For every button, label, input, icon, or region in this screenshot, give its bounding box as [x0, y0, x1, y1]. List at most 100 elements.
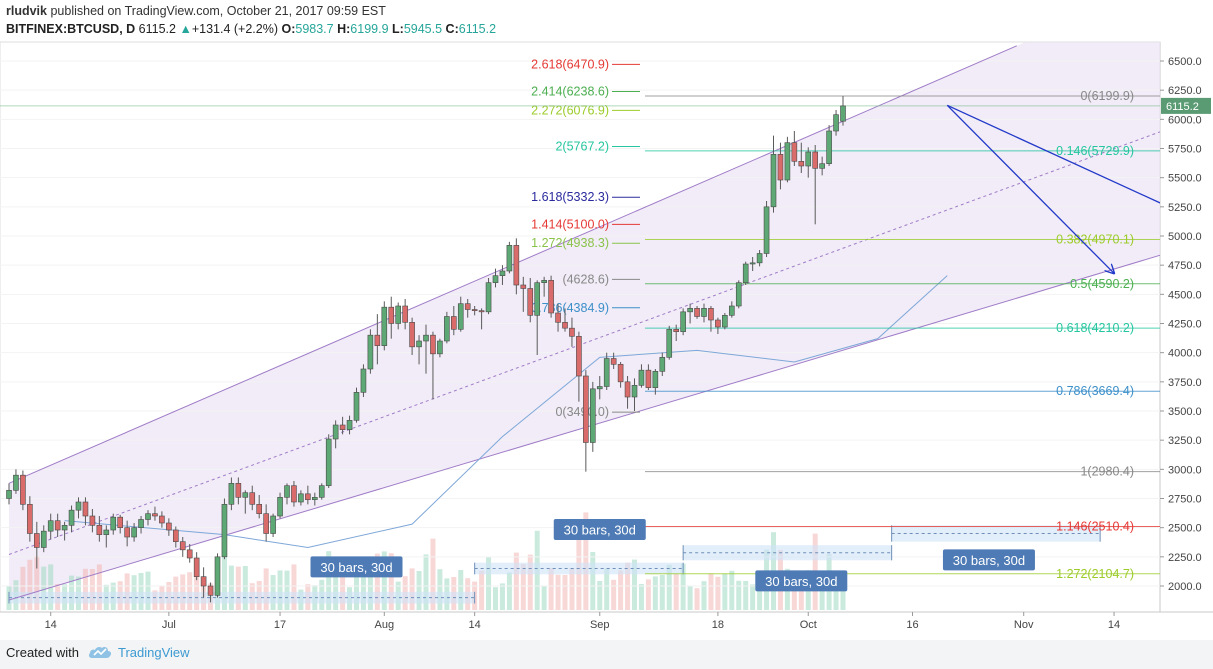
candle-down: [694, 308, 700, 317]
volume-bar: [326, 551, 332, 610]
candle-down: [450, 316, 457, 330]
volume-bar: [555, 574, 561, 610]
volume-bar: [228, 565, 234, 610]
volume-bar: [145, 571, 151, 610]
candle-down: [673, 329, 680, 332]
candle-up: [75, 501, 82, 511]
volume-bar: [263, 568, 269, 610]
volume-bar: [618, 570, 624, 610]
candle-up: [423, 334, 429, 342]
volume-bar: [277, 570, 283, 610]
candle-up: [221, 504, 228, 558]
x-tick-label: Aug: [375, 619, 395, 631]
candle-down: [263, 513, 269, 534]
candle-down: [617, 364, 624, 383]
volume-bar: [430, 538, 436, 610]
candle-down: [513, 245, 520, 286]
y-tick-label: 3500.0: [1168, 406, 1202, 418]
candle-up: [826, 130, 832, 164]
low-label: L:: [392, 22, 404, 36]
candle-up: [763, 206, 770, 254]
author-name[interactable]: rludvik: [6, 4, 47, 18]
fib-extension-label: 1.272(4938.3): [531, 236, 609, 250]
candle-down: [82, 501, 89, 517]
candle-up: [457, 303, 464, 330]
volume-bar: [486, 557, 492, 610]
volume-bar: [750, 584, 756, 610]
volume-bar: [659, 575, 665, 610]
volume-bar: [638, 584, 644, 610]
y-tick-label: 6250.0: [1168, 85, 1202, 97]
candle-up: [742, 263, 749, 283]
candle-up: [749, 262, 756, 265]
candle-up: [138, 519, 144, 528]
volume-bar: [694, 588, 700, 610]
candle-down: [715, 319, 721, 328]
candle-down: [235, 483, 242, 498]
volume-bar: [632, 559, 637, 610]
last-price-badge: [1161, 97, 1211, 114]
y-tick-label: 3250.0: [1168, 435, 1202, 447]
candle-up: [541, 280, 547, 283]
candle-down: [305, 493, 311, 500]
candle-up: [6, 490, 12, 499]
y-tick-label: 4500.0: [1168, 289, 1202, 301]
volume-bar: [34, 556, 40, 610]
fib-retracement-label: 0.786(3669.4): [1056, 384, 1134, 398]
open-label: O:: [281, 22, 296, 36]
candle-up: [40, 530, 47, 548]
candle-up: [770, 154, 777, 208]
candle-up: [728, 305, 735, 316]
symbol-label[interactable]: BITFINEX:BTCUSD, D: [6, 22, 136, 36]
candle-down: [20, 474, 26, 505]
candle-up: [68, 509, 75, 526]
tradingview-link[interactable]: TradingView: [118, 645, 190, 660]
volume-bar: [416, 571, 422, 610]
volume-bar: [374, 553, 380, 610]
candle-up: [756, 253, 763, 264]
y-tick-label: 3750.0: [1168, 377, 1202, 389]
candle-up: [131, 527, 137, 538]
volume-bar: [597, 581, 603, 610]
candle-up: [325, 438, 332, 486]
fib-retracement-label: 1.146(2510.4): [1056, 519, 1134, 533]
volume-bar: [493, 587, 498, 610]
low-value: 5945.5: [403, 22, 443, 36]
volume-bar: [569, 568, 575, 610]
bar-range-label-text: 30 bars, 30d: [320, 560, 392, 575]
volume-bar: [604, 568, 610, 610]
fib-extension-label: (4628.6): [562, 272, 609, 286]
candle-up: [242, 492, 249, 498]
candle-down: [96, 525, 103, 535]
y-tick-label: 2500.0: [1168, 523, 1202, 535]
candle-down: [179, 541, 186, 551]
x-tick-label: 14: [1108, 619, 1120, 631]
published-text: published on TradingView.com, October 21…: [50, 4, 386, 18]
y-tick-label: 6000.0: [1168, 114, 1202, 126]
channel-upper-line: [8, 45, 1017, 484]
fib-extension-label: 2(5767.2): [555, 139, 609, 153]
volume-bar: [27, 559, 33, 610]
volume-bar: [354, 573, 359, 610]
fib-retracement-label: 0.5(4590.2): [1070, 277, 1134, 291]
volume-bar: [20, 566, 26, 610]
candle-up: [506, 245, 513, 272]
ohlc-legend: BITFINEX:BTCUSD, D 6115.2 ▲+131.4 (+2.2%…: [6, 22, 496, 36]
volume-bar: [583, 512, 589, 610]
volume-bar: [645, 579, 651, 610]
candle-up: [652, 371, 659, 388]
volume-bar: [82, 568, 88, 610]
volume-bar: [840, 576, 846, 610]
candle-down: [548, 280, 554, 314]
candle-down: [173, 529, 179, 542]
candle-down: [430, 334, 436, 355]
x-tick-label: Sep: [590, 619, 610, 631]
candle-down: [159, 515, 165, 524]
candle-up: [332, 424, 339, 440]
price-chart[interactable]: 0(3490.0) 0.786(4384.9) (4628.6) 1.272(4938…: [0, 0, 1213, 640]
volume-bar: [340, 570, 346, 610]
candle-up: [214, 556, 221, 596]
candle-up: [833, 114, 839, 132]
bar-range-box: [9, 591, 475, 604]
